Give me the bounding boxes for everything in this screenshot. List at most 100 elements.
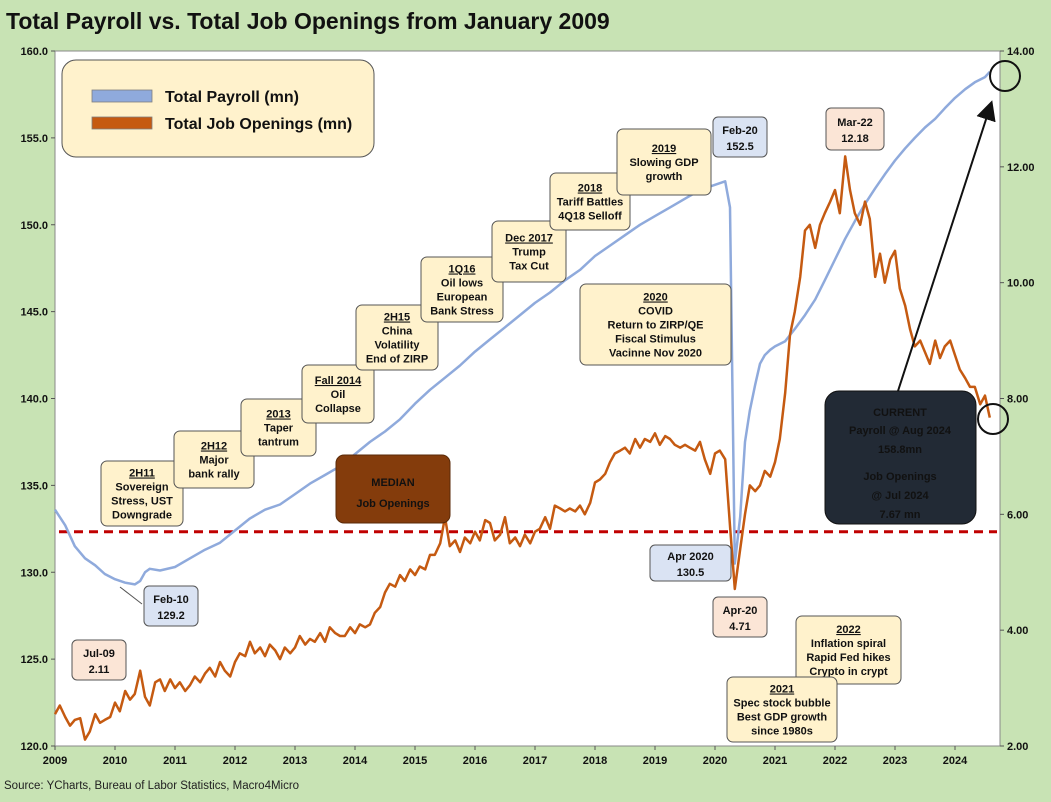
event-note: 1Q16 Oil lows European Bank Stress bbox=[420, 256, 504, 323]
annotation-text: Stress, UST bbox=[111, 496, 173, 508]
y-left-tick-label: 125.0 bbox=[20, 654, 48, 666]
median-box-title: MEDIAN bbox=[371, 477, 414, 489]
mar-22-label: Mar-22 12.18 bbox=[825, 107, 885, 151]
current-box-text: @ Jul 2024 bbox=[871, 490, 929, 502]
feb-10-label: Feb-10 129.2 bbox=[143, 585, 199, 627]
current-box-text: 7.67 mn bbox=[880, 509, 921, 521]
annotation-heading: 2020 bbox=[643, 292, 667, 304]
annotation-text: Fiscal Stimulus bbox=[615, 334, 696, 346]
annotation-text: bank rally bbox=[188, 469, 240, 481]
legend-label-openings: Total Job Openings (mn) bbox=[165, 116, 352, 133]
annotation-box-bg bbox=[712, 596, 768, 638]
median-box-bg bbox=[335, 454, 451, 524]
x-tick-label: 2023 bbox=[883, 755, 907, 767]
y-left-tick-label: 155.0 bbox=[20, 133, 48, 145]
x-tick-label: 2022 bbox=[823, 755, 847, 767]
y-left-tick-label: 135.0 bbox=[20, 480, 48, 492]
y-left-tick-label: 150.0 bbox=[20, 220, 48, 232]
annotation-text: European bbox=[437, 292, 488, 304]
annotation-notes: 2H11 Sovereign Stress, UST Downgrade 2H12 Maj… bbox=[100, 128, 902, 743]
legend: Total Payroll (mn) Total Job Openings (mn… bbox=[61, 59, 375, 158]
annotation-text: Trump bbox=[512, 247, 546, 259]
x-tick-label: 2017 bbox=[523, 755, 547, 767]
x-tick-label: 2018 bbox=[583, 755, 607, 767]
annotation-text: Feb-10 bbox=[153, 594, 188, 606]
legend-swatch-openings bbox=[91, 116, 153, 130]
point-labels: Jul-09 2.11 Feb-10 129.2 Feb-20 152.5 Apr 2020… bbox=[71, 107, 885, 681]
annotation-text: Apr 2020 bbox=[667, 551, 713, 563]
annotation-heading: 2018 bbox=[578, 183, 602, 195]
event-note: 2018 Tariff Battles 4Q18 Selloff bbox=[549, 172, 631, 231]
annotation-box-bg bbox=[616, 128, 712, 196]
annotation-box-bg bbox=[795, 615, 902, 685]
x-tick-label: 2021 bbox=[763, 755, 787, 767]
openings-current-circle bbox=[977, 403, 1009, 435]
x-tick-label: 2016 bbox=[463, 755, 487, 767]
annotation-text: Collapse bbox=[315, 403, 361, 415]
annotation-text: End of ZIRP bbox=[366, 354, 428, 366]
x-tick-label: 2019 bbox=[643, 755, 667, 767]
annotation-box-bg bbox=[825, 107, 885, 151]
page-title: Total Payroll vs. Total Job Openings fro… bbox=[6, 8, 610, 34]
x-tick-label: 2015 bbox=[403, 755, 427, 767]
x-tick-label: 2013 bbox=[283, 755, 307, 767]
annotation-box-bg bbox=[712, 116, 768, 158]
annotation-text: Inflation spiral bbox=[811, 638, 886, 650]
annotation-text: Crypto in crypt bbox=[809, 666, 888, 678]
x-tick-label: 2012 bbox=[223, 755, 247, 767]
y-left-tick-label: 140.0 bbox=[20, 394, 48, 406]
event-note: 2013 Taper tantrum bbox=[240, 398, 317, 457]
series-lines bbox=[53, 70, 992, 741]
y-left-tick-label: 145.0 bbox=[20, 307, 48, 319]
y-right-tick-label: 2.00 bbox=[1007, 741, 1028, 753]
annotation-text: 130.5 bbox=[677, 567, 705, 579]
current-arrow bbox=[897, 100, 996, 392]
jul-09-label: Jul-09 2.11 bbox=[71, 639, 127, 681]
annotation-text: Major bbox=[199, 455, 229, 467]
job-openings-line bbox=[53, 155, 992, 741]
x-tick-label: 2011 bbox=[163, 755, 187, 767]
current-box: CURRENT Payroll @ Aug 2024 158.8mn Job Open… bbox=[824, 390, 977, 525]
annotation-text: tantrum bbox=[258, 437, 299, 449]
annotation-text: COVID bbox=[638, 306, 673, 318]
annotation-text: Sovereign bbox=[115, 482, 168, 494]
apr-2020-label: Apr 2020 130.5 bbox=[649, 544, 732, 582]
annotation-text: Slowing GDP bbox=[629, 157, 698, 169]
annotation-box-bg bbox=[173, 430, 255, 489]
x-tick-label: 2010 bbox=[103, 755, 127, 767]
x-tick-label: 2014 bbox=[343, 755, 368, 767]
annotation-text: Rapid Fed hikes bbox=[806, 652, 890, 664]
annotation-box-bg bbox=[143, 585, 199, 627]
feb-20-label: Feb-20 152.5 bbox=[712, 116, 768, 158]
annotation-text: 152.5 bbox=[726, 141, 754, 153]
annotation-text: Feb-20 bbox=[722, 125, 757, 137]
event-note: 2H12 Major bank rally bbox=[173, 430, 255, 489]
annotation-heading: 2022 bbox=[836, 624, 860, 636]
annotation-text: Mar-22 bbox=[837, 117, 872, 129]
annotation-text: Return to ZIRP/QE bbox=[608, 320, 704, 332]
annotation-heading: 2013 bbox=[266, 409, 290, 421]
event-note: 2022 Inflation spiral Rapid Fed hikes Crypt… bbox=[795, 615, 902, 685]
x-tick-label: 2009 bbox=[43, 755, 67, 767]
current-box-text: 158.8mn bbox=[878, 444, 922, 456]
annotation-text: since 1980s bbox=[751, 726, 813, 738]
annotation-box-bg bbox=[649, 544, 732, 582]
y-right-tick-label: 10.00 bbox=[1007, 278, 1035, 290]
payroll-line bbox=[53, 70, 991, 586]
annotation-heading: 2019 bbox=[652, 143, 676, 155]
annotation-box-bg bbox=[579, 283, 732, 366]
annotation-text: Bank Stress bbox=[430, 306, 494, 318]
annotation-box-bg bbox=[301, 364, 375, 424]
event-note: 2021 Spec stock bubble Best GDP growth sinc… bbox=[726, 676, 838, 743]
feb-10-leader bbox=[119, 586, 143, 605]
annotation-heading: 1Q16 bbox=[449, 264, 476, 276]
annotation-heading: Dec 2017 bbox=[505, 233, 553, 245]
legend-swatch-payroll bbox=[91, 89, 153, 103]
annotation-text: growth bbox=[646, 171, 683, 183]
legend-box bbox=[61, 59, 375, 158]
annotation-text: Taper bbox=[264, 423, 294, 435]
legend-label-payroll: Total Payroll (mn) bbox=[165, 89, 299, 106]
annotation-text: Best GDP growth bbox=[737, 712, 828, 724]
annotation-box-bg bbox=[491, 220, 567, 283]
axis-ticks: 2009 2010 2011 2012 2013 2014 2015 2016 2017 2018… bbox=[20, 46, 1034, 767]
